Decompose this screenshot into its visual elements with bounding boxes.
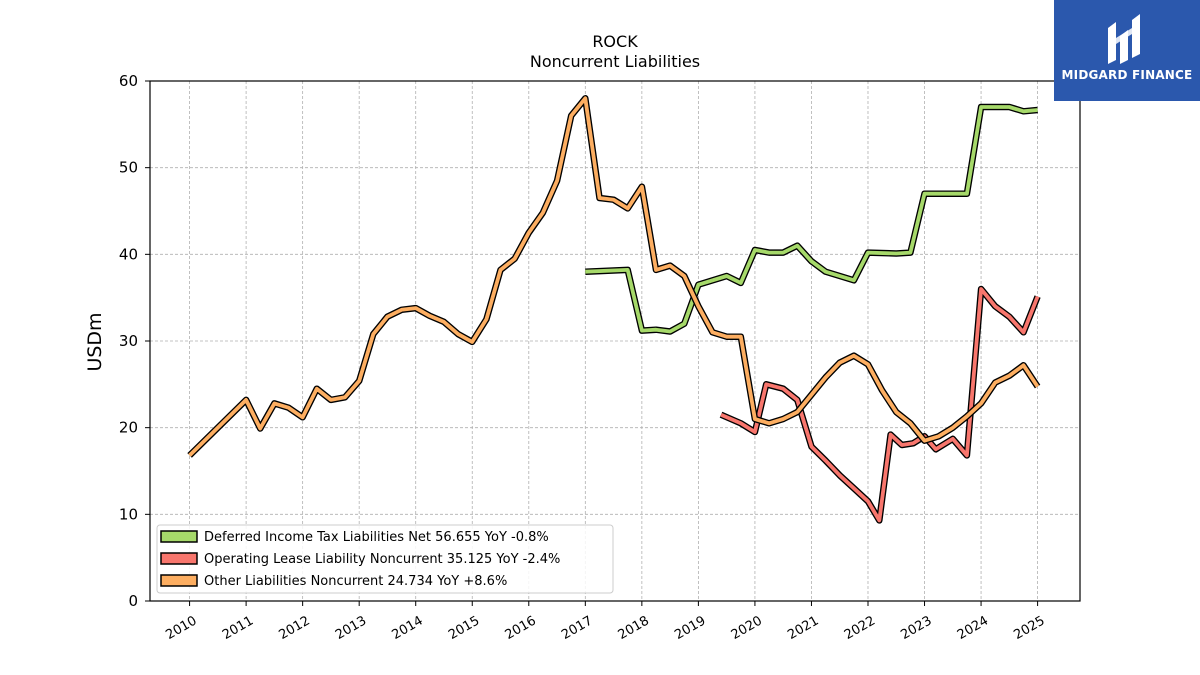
grid	[150, 80, 1080, 601]
x-tick-label: 2011	[220, 613, 256, 643]
chart-subtitle: Noncurrent Liabilities	[530, 52, 700, 71]
legend-box	[156, 524, 614, 594]
y-tick-label: 30	[119, 332, 138, 350]
x-tick-label: 2024	[955, 613, 991, 643]
x-tick-label: 2019	[672, 613, 708, 643]
y-tick-label: 50	[119, 159, 138, 177]
series-outline-other	[187, 95, 1041, 458]
series-lines	[187, 95, 1041, 524]
legend-label-operating: Operating Lease Liability Noncurrent 35.…	[204, 552, 560, 567]
x-tick-label: 2016	[503, 613, 539, 643]
y-axis-label: USDm	[84, 312, 106, 371]
legend-label-other: Other Liabilities Noncurrent 24.734 YoY …	[204, 574, 507, 589]
y-tick-label: 40	[119, 245, 138, 263]
brand-badge: MIDGARD FINANCE	[1054, 0, 1200, 101]
x-tick-label: 2014	[390, 613, 426, 643]
x-tick-label: 2025	[1011, 613, 1047, 643]
series-outline-operating	[719, 285, 1041, 524]
x-tick-label: 2018	[616, 613, 652, 643]
series-line-other	[188, 96, 1040, 457]
chart-title: ROCK	[592, 32, 638, 51]
legend: Deferred Income Tax Liabilities Net 56.6…	[156, 524, 614, 594]
legend-swatch-operating	[160, 552, 198, 565]
brand-logo-icon	[1108, 14, 1140, 64]
y-tick-label: 20	[119, 419, 138, 437]
series-line-deferred	[585, 105, 1038, 334]
x-tick-label: 2023	[898, 613, 934, 643]
x-tick-label: 2015	[446, 613, 482, 643]
x-tick-label: 2020	[729, 613, 765, 643]
y-tick-label: 60	[119, 72, 138, 90]
y-tick-label: 10	[119, 505, 138, 523]
x-tick-label: 2022	[842, 613, 878, 643]
x-tick-label: 2010	[163, 613, 199, 643]
series-line-operating	[720, 287, 1040, 523]
legend-swatch-other	[160, 574, 198, 587]
legend-swatch-deferred	[160, 530, 198, 543]
brand-name: MIDGARD FINANCE	[1061, 68, 1193, 82]
y-tick-label: 0	[128, 592, 138, 610]
x-tick-label: 2012	[276, 613, 312, 643]
x-tick-label: 2017	[559, 613, 595, 643]
x-tick-label: 2013	[333, 613, 369, 643]
legend-label-deferred: Deferred Income Tax Liabilities Net 56.6…	[204, 530, 549, 545]
x-tick-label: 2021	[785, 613, 821, 643]
